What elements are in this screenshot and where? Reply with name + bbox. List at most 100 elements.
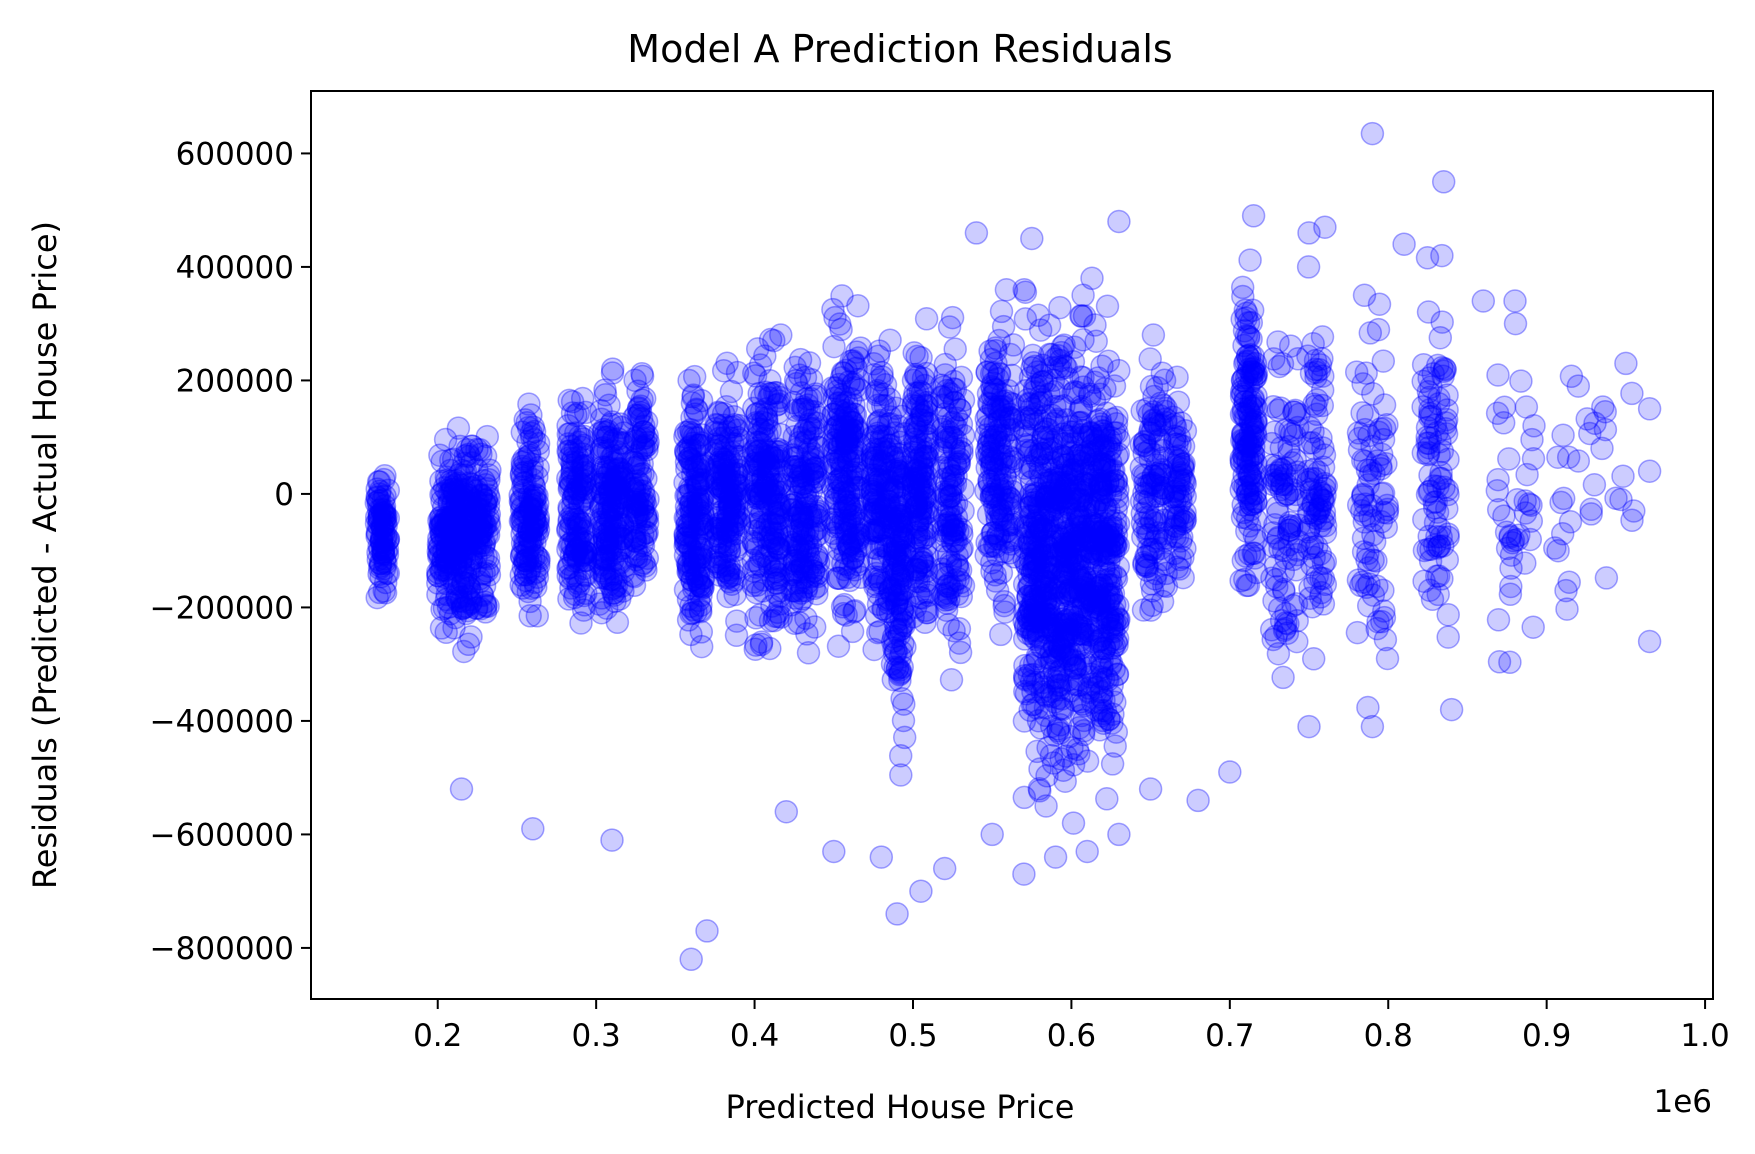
data-point: [1566, 374, 1591, 398]
data-point: [520, 452, 544, 477]
data-point: [433, 521, 457, 546]
data-point: [592, 530, 617, 554]
data-point: [434, 505, 458, 530]
data-point: [557, 552, 582, 577]
data-point: [441, 447, 466, 471]
data-point: [371, 521, 396, 546]
data-point: [1485, 401, 1510, 426]
x-axis-title: Predicted House Price: [726, 1088, 1075, 1126]
data-point: [522, 508, 547, 532]
data-point: [365, 485, 390, 510]
data-point: [509, 544, 534, 569]
data-point: [459, 507, 484, 531]
data-point: [978, 339, 1002, 363]
data-point: [1261, 394, 1286, 419]
data-point: [1358, 321, 1383, 345]
data-point: [822, 334, 846, 359]
data-point: [1486, 363, 1510, 387]
data-point: [445, 487, 470, 511]
data-point: [460, 582, 484, 606]
data-point: [516, 560, 541, 585]
data-point: [511, 515, 535, 540]
data-point: [370, 501, 395, 526]
data-point: [464, 496, 489, 520]
data-point: [526, 431, 551, 456]
data-point: [452, 639, 476, 664]
data-point: [909, 345, 933, 370]
data-point: [454, 523, 479, 547]
data-point: [439, 537, 464, 561]
data-point: [751, 466, 775, 491]
data-point: [427, 508, 451, 533]
data-point: [475, 559, 499, 583]
data-point: [1426, 582, 1450, 607]
data-point: [1436, 625, 1460, 649]
data-point: [467, 497, 491, 522]
data-point: [939, 668, 964, 692]
data-point: [621, 503, 645, 528]
data-point: [1298, 576, 1322, 601]
data-point: [1285, 629, 1309, 654]
data-point: [455, 510, 480, 535]
data-point: [942, 618, 966, 643]
data-point: [516, 579, 541, 604]
data-point: [464, 488, 488, 513]
data-point: [434, 465, 459, 489]
data-point: [1436, 447, 1460, 472]
data-point: [1087, 629, 1111, 653]
data-point: [365, 485, 389, 509]
data-point: [513, 562, 538, 587]
data-point: [445, 509, 469, 533]
x-tick-label: 0.8: [1364, 1018, 1413, 1054]
data-point: [456, 518, 480, 543]
data-point: [455, 514, 479, 538]
data-point: [460, 509, 484, 533]
data-point: [964, 221, 989, 245]
data-point: [1054, 618, 1078, 642]
data-point: [373, 463, 397, 488]
data-point: [621, 450, 646, 475]
data-point: [509, 497, 534, 521]
data-point: [1080, 266, 1104, 291]
data-point: [1047, 376, 1072, 401]
data-point: [1083, 370, 1107, 395]
data-point: [476, 493, 501, 518]
data-point: [445, 491, 469, 515]
data-point: [1012, 862, 1036, 886]
data-point: [1310, 325, 1335, 349]
data-point: [372, 507, 397, 532]
data-point: [451, 529, 475, 554]
data-point: [370, 516, 395, 540]
data-point: [460, 434, 484, 458]
data-point: [1311, 436, 1335, 460]
data-point: [372, 494, 397, 518]
data-point: [1356, 541, 1380, 566]
data-point: [445, 501, 470, 526]
data-point: [516, 415, 541, 440]
data-point: [451, 570, 475, 595]
data-point: [477, 468, 501, 492]
data-point: [463, 554, 488, 578]
data-point: [430, 513, 454, 538]
data-point: [453, 477, 477, 502]
data-point: [1304, 360, 1329, 385]
data-point: [1061, 811, 1086, 835]
data-point: [367, 580, 392, 605]
data-point: [1165, 365, 1189, 390]
data-point: [1611, 464, 1635, 488]
data-point: [513, 408, 537, 432]
data-point: [525, 497, 549, 521]
data-point: [518, 496, 543, 520]
data-point: [444, 468, 468, 493]
data-point: [431, 547, 455, 572]
data-point: [1045, 648, 1070, 672]
data-point: [526, 517, 551, 542]
data-point: [761, 445, 785, 470]
data-point: [831, 551, 855, 576]
data-point: [458, 552, 483, 577]
data-point: [573, 512, 597, 536]
data-point: [914, 307, 939, 331]
data-point: [474, 488, 499, 513]
data-point: [469, 518, 493, 542]
